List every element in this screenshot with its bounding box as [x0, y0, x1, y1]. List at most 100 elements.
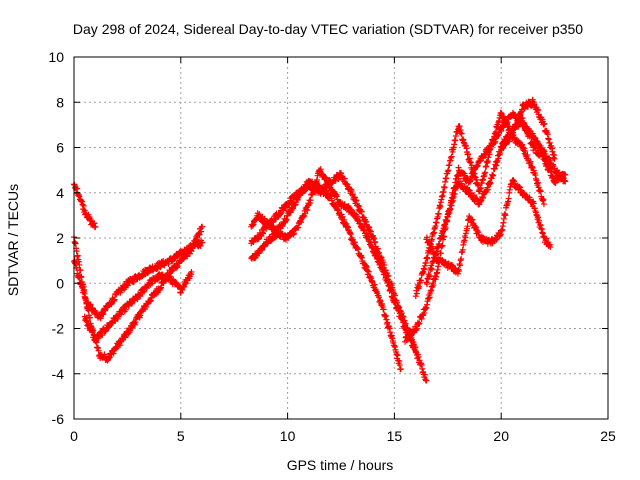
data-point: [397, 366, 404, 373]
data-point: [562, 178, 569, 185]
data-point: [437, 250, 444, 257]
y-tick-label: 6: [56, 140, 64, 156]
x-tick-label: 20: [493, 428, 509, 444]
data-point: [527, 158, 534, 165]
data-point: [469, 216, 476, 223]
data-point: [527, 133, 534, 140]
data-point: [459, 246, 466, 253]
data-point: [532, 145, 539, 152]
x-tick-label: 25: [600, 428, 616, 444]
data-point: [423, 234, 430, 241]
data-point: [153, 265, 160, 272]
data-point: [260, 230, 267, 237]
data-point: [392, 299, 399, 306]
x-axis-label: GPS time / hours: [287, 457, 394, 473]
data-point: [424, 255, 431, 262]
data-point: [371, 281, 378, 288]
series-track-j: [423, 131, 547, 288]
series-track-d: [81, 268, 195, 345]
data-point: [440, 189, 447, 196]
data-point: [404, 336, 411, 343]
y-tick-label: 8: [56, 94, 64, 110]
data-point: [412, 293, 419, 300]
data-point: [341, 175, 348, 182]
data-point: [73, 248, 80, 255]
series-track-g: [248, 166, 430, 384]
series-track-l: [498, 114, 569, 186]
axis-ticks: [73, 56, 609, 420]
data-point: [95, 347, 102, 354]
data-point: [134, 296, 141, 303]
y-tick-label: -6: [52, 411, 65, 427]
data-point: [441, 184, 448, 191]
data-point: [307, 197, 314, 204]
data-point: [487, 180, 494, 187]
data-point: [447, 206, 454, 213]
data-point: [562, 171, 569, 178]
y-axis-label: SDTVAR / TECUs: [5, 184, 21, 296]
x-tick-label: 0: [70, 428, 78, 444]
data-point: [456, 123, 463, 130]
data-point: [541, 120, 548, 127]
data-point: [548, 169, 555, 176]
data-point: [544, 159, 551, 166]
data-point: [351, 239, 358, 246]
data-point: [413, 290, 420, 297]
data-point: [365, 268, 372, 275]
y-tick-labels: -6 -4 -2 0 2 4 6 8 10: [48, 49, 64, 427]
data-point: [358, 208, 365, 215]
data-point: [339, 213, 346, 220]
data-point: [458, 256, 465, 263]
data-point: [111, 296, 118, 303]
x-tick-label: 10: [280, 428, 296, 444]
x-tick-label: 5: [177, 428, 185, 444]
data-point: [416, 320, 423, 327]
data-point: [92, 223, 99, 230]
data-point: [428, 266, 435, 273]
data-point: [543, 235, 550, 242]
data-point: [388, 287, 395, 294]
data-point: [394, 352, 401, 359]
data-point: [497, 150, 504, 157]
data-point: [384, 319, 391, 326]
data-point: [492, 128, 499, 135]
data-point: [482, 169, 489, 176]
chart-title: Day 298 of 2024, Sidereal Day-to-day VTE…: [73, 21, 583, 37]
data-point: [76, 261, 83, 268]
data-point: [516, 184, 523, 191]
data-point: [99, 332, 106, 339]
data-point: [456, 268, 463, 275]
data-point: [124, 282, 131, 289]
data-point: [490, 172, 497, 179]
data-point: [547, 244, 554, 251]
data-point: [199, 239, 206, 246]
data-point: [429, 245, 436, 252]
data-point: [80, 202, 87, 209]
y-tick-label: 2: [56, 230, 64, 246]
x-tick-labels: 0 5 10 15 20 25: [70, 428, 616, 444]
data-point: [73, 264, 80, 271]
series-track-i: [412, 96, 558, 300]
data-point: [505, 195, 512, 202]
data-point: [495, 155, 502, 162]
data-point: [97, 315, 104, 322]
data-points: [71, 96, 569, 384]
data-point: [465, 151, 472, 158]
data-point: [302, 210, 309, 217]
data-point: [196, 231, 203, 238]
data-point: [467, 159, 474, 166]
data-point: [426, 272, 433, 279]
data-point: [470, 166, 477, 173]
data-point: [423, 377, 430, 384]
data-point: [430, 281, 437, 288]
y-tick-label: -4: [52, 366, 65, 382]
data-point: [502, 212, 509, 219]
y-tick-label: -2: [52, 321, 65, 337]
data-point: [436, 241, 443, 248]
data-point: [458, 130, 465, 137]
x-tick-label: 15: [387, 428, 403, 444]
y-tick-label: 0: [56, 275, 64, 291]
data-point: [418, 277, 425, 284]
